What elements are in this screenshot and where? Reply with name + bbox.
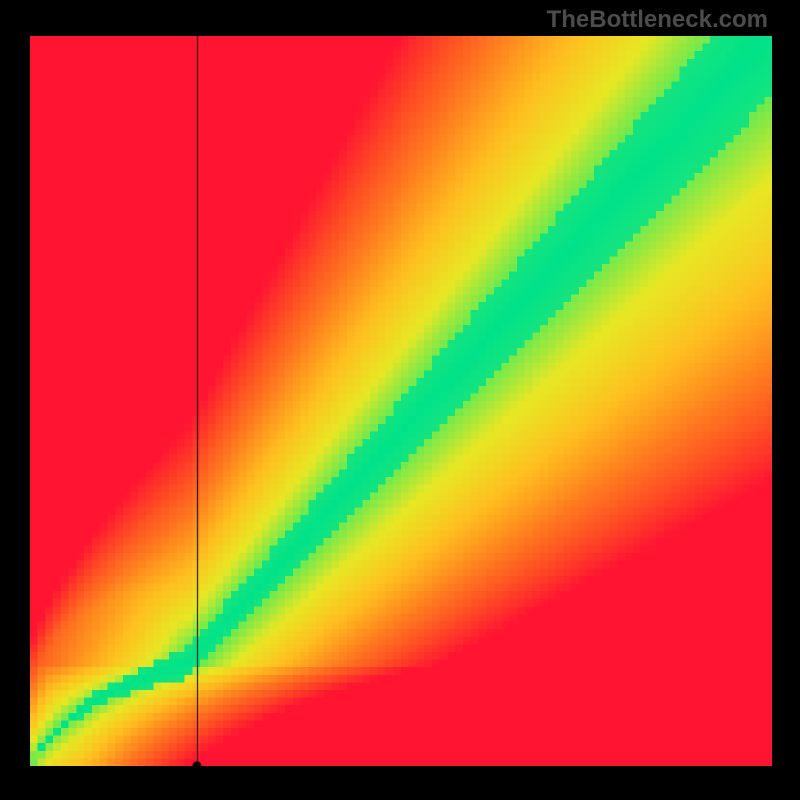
bottleneck-heatmap: [30, 36, 772, 766]
chart-container: TheBottleneck.com: [0, 0, 800, 800]
watermark-label: TheBottleneck.com: [547, 6, 768, 34]
